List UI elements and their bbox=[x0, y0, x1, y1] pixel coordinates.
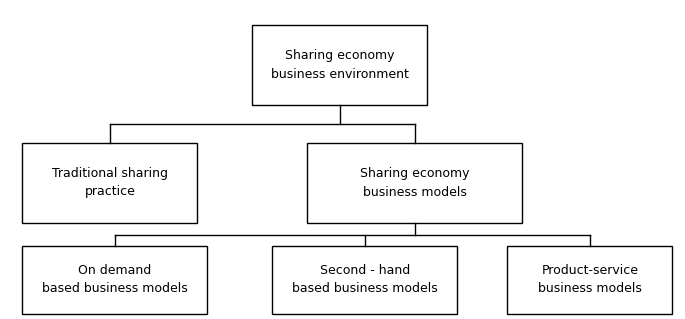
Text: Second - hand
based business models: Second - hand based business models bbox=[292, 264, 438, 295]
Text: Traditional sharing
practice: Traditional sharing practice bbox=[52, 167, 168, 198]
FancyBboxPatch shape bbox=[308, 143, 523, 223]
Text: Product-service
business models: Product-service business models bbox=[538, 264, 642, 295]
FancyBboxPatch shape bbox=[508, 246, 673, 314]
Text: Sharing economy
business environment: Sharing economy business environment bbox=[271, 49, 409, 80]
Text: Sharing economy
business models: Sharing economy business models bbox=[360, 167, 470, 198]
FancyBboxPatch shape bbox=[253, 25, 427, 105]
FancyBboxPatch shape bbox=[23, 246, 208, 314]
Text: On demand
based business models: On demand based business models bbox=[42, 264, 188, 295]
FancyBboxPatch shape bbox=[23, 143, 197, 223]
FancyBboxPatch shape bbox=[273, 246, 458, 314]
